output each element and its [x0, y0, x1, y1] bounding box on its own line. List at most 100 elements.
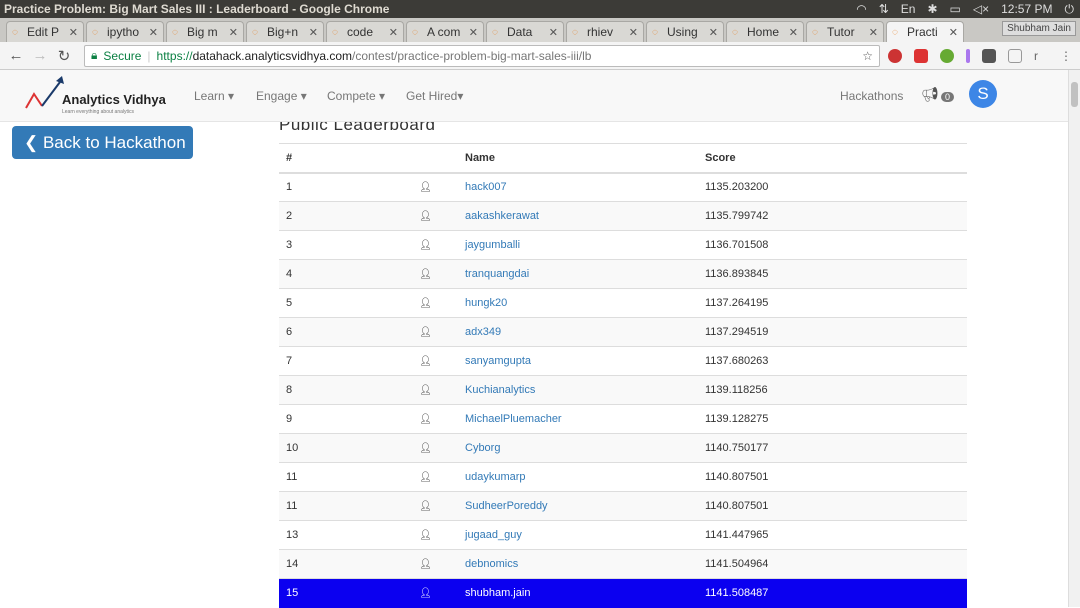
back-to-hackathon-button[interactable]: ❮ Back to Hackathon — [12, 126, 193, 159]
browser-tab[interactable]: ◌ Home ✕ — [726, 21, 804, 42]
wifi-icon[interactable]: ◠ — [856, 2, 867, 16]
score: 1136.893845 — [698, 259, 967, 289]
browser-tab[interactable]: ◌ ipytho ✕ — [86, 21, 164, 42]
rank: 2 — [279, 201, 389, 231]
close-tab-icon[interactable]: ✕ — [948, 26, 958, 39]
browser-tab[interactable]: ◌ Big+n ✕ — [246, 21, 324, 42]
close-tab-icon[interactable]: ✕ — [148, 26, 158, 39]
rank: 11 — [279, 491, 389, 521]
profile-badge[interactable]: Shubham Jain — [1002, 21, 1076, 36]
tab-title: Tutor — [827, 25, 855, 39]
forward-icon[interactable]: → — [32, 47, 48, 64]
close-tab-icon[interactable]: ✕ — [388, 26, 398, 39]
user-link[interactable]: debnomics — [465, 558, 519, 570]
battery-icon[interactable]: ▭ — [949, 2, 961, 16]
browser-tab[interactable]: ◌ Data ✕ — [486, 21, 564, 42]
user-link[interactable]: shubham.jain — [465, 587, 531, 600]
user-link[interactable]: hack007 — [465, 181, 507, 194]
user-link[interactable]: SudheerPoreddy — [465, 500, 548, 512]
chrome-menu-icon[interactable]: ⋮ — [1060, 48, 1072, 63]
url-input[interactable]: 🔒︎ Secure | https://datahack.analyticsvi… — [84, 44, 880, 67]
rank: 5 — [279, 288, 389, 318]
user-link[interactable]: jaygumballi — [465, 239, 521, 251]
lock-icon: 🔒︎ — [91, 48, 98, 62]
browser-tab[interactable]: ◌ Practi ✕ — [886, 21, 964, 42]
user-link[interactable]: jugaad_guy — [465, 529, 522, 541]
reload-icon[interactable]: ↻ — [57, 47, 71, 65]
name-cell: Kuchianalytics — [458, 375, 698, 405]
user-icon-cell: 👤︎ — [389, 346, 458, 376]
adblock-icon[interactable] — [888, 48, 902, 63]
close-tab-icon[interactable]: ✕ — [468, 26, 478, 39]
keyboard-indicator[interactable]: En — [900, 2, 916, 16]
megaphone-icon[interactable]: 📢︎ — [921, 86, 939, 102]
user-icon-cell: 👤︎ — [389, 491, 458, 521]
extension-pocket-icon[interactable] — [982, 48, 996, 63]
user-link[interactable]: Kuchianalytics — [465, 384, 536, 396]
user-link[interactable]: sanyamgupta — [465, 355, 532, 367]
nav-compete[interactable]: Compete ▾ — [327, 89, 386, 103]
bookmark-star-icon[interactable]: ☆ — [862, 48, 873, 63]
close-tab-icon[interactable]: ✕ — [228, 26, 238, 39]
browser-tab[interactable]: ◌ rhiev ✕ — [566, 21, 644, 42]
volume-icon[interactable]: ◁× — [972, 2, 990, 16]
browser-tab[interactable]: ◌ Edit P ✕ — [6, 21, 84, 42]
tab-title: Data — [507, 25, 533, 39]
close-tab-icon[interactable]: ✕ — [548, 26, 558, 39]
back-icon[interactable]: ← — [8, 47, 24, 64]
nav-hackathons[interactable]: Hackathons — [840, 89, 904, 103]
nav-engage[interactable]: Engage ▾ — [256, 89, 307, 103]
tab-favicon-icon: ◌ — [892, 26, 898, 38]
extension-cast-icon[interactable] — [1008, 48, 1022, 63]
tab-favicon-icon: ◌ — [732, 26, 738, 38]
user-link[interactable]: udaykumarp — [465, 471, 526, 483]
close-tab-icon[interactable]: ✕ — [68, 26, 78, 39]
analytics-vidhya-logo[interactable]: Analytics Vidhya Learn everything about … — [24, 76, 174, 116]
close-tab-icon[interactable]: ✕ — [788, 26, 798, 39]
extension-green-icon[interactable] — [940, 48, 954, 63]
close-tab-icon[interactable]: ✕ — [628, 26, 638, 39]
header-name: Name — [458, 143, 698, 174]
browser-tab[interactable]: ◌ Big m ✕ — [166, 21, 244, 42]
browser-tab[interactable]: ◌ code ✕ — [326, 21, 404, 42]
clock[interactable]: 12:57 PM — [1001, 2, 1053, 16]
table-row: 5 👤︎ hungk20 1137.264195 — [279, 288, 967, 318]
user-link[interactable]: tranquangdai — [465, 268, 530, 280]
scrollbar[interactable] — [1068, 70, 1080, 607]
extension-red-icon[interactable] — [914, 48, 928, 63]
table-row: 8 👤︎ Kuchianalytics 1139.118256 — [279, 375, 967, 405]
score: 1140.750177 — [698, 433, 967, 463]
user-link[interactable]: adx349 — [465, 326, 502, 338]
tab-title: ipytho — [107, 25, 140, 39]
browser-tab[interactable]: ◌ Tutor ✕ — [806, 21, 884, 42]
table-row: 10 👤︎ Cyborg 1140.750177 — [279, 433, 967, 463]
scrollbar-thumb[interactable] — [1071, 82, 1078, 107]
network-icon[interactable]: ⇅ — [878, 2, 889, 16]
url-host: datahack.analyticsvidhya.com — [192, 48, 352, 63]
user-link[interactable]: hungk20 — [465, 297, 508, 309]
name-cell: adx349 — [458, 317, 698, 347]
user-icon-cell: 👤︎ — [389, 201, 458, 231]
close-tab-icon[interactable]: ✕ — [868, 26, 878, 39]
nav-learn[interactable]: Learn ▾ — [194, 89, 235, 103]
user-icon: 👤︎ — [419, 414, 432, 425]
close-tab-icon[interactable]: ✕ — [308, 26, 318, 39]
table-row: 6 👤︎ adx349 1137.294519 — [279, 317, 967, 347]
user-link[interactable]: Cyborg — [465, 442, 501, 454]
user-link[interactable]: MichaelPluemacher — [465, 413, 562, 425]
user-link[interactable]: aakashkerawat — [465, 210, 539, 222]
extension-r-icon[interactable]: r — [1034, 48, 1038, 63]
browser-tab[interactable]: ◌ Using ✕ — [646, 21, 724, 42]
nav-get-hired[interactable]: Get Hired▾ — [406, 89, 464, 103]
power-icon[interactable]: ⏻ — [1064, 1, 1075, 16]
user-icon-cell: 👤︎ — [389, 230, 458, 260]
tab-title: Using — [667, 25, 698, 39]
browser-tab[interactable]: ◌ A com ✕ — [406, 21, 484, 42]
rank: 7 — [279, 346, 389, 376]
close-tab-icon[interactable]: ✕ — [708, 26, 718, 39]
avatar[interactable]: S — [969, 80, 997, 108]
extension-feather-icon[interactable] — [966, 48, 970, 63]
name-cell: debnomics — [458, 549, 698, 579]
bluetooth-icon[interactable]: ✱ — [927, 2, 938, 16]
table-row: 11 👤︎ udaykumarp 1140.807501 — [279, 462, 967, 492]
